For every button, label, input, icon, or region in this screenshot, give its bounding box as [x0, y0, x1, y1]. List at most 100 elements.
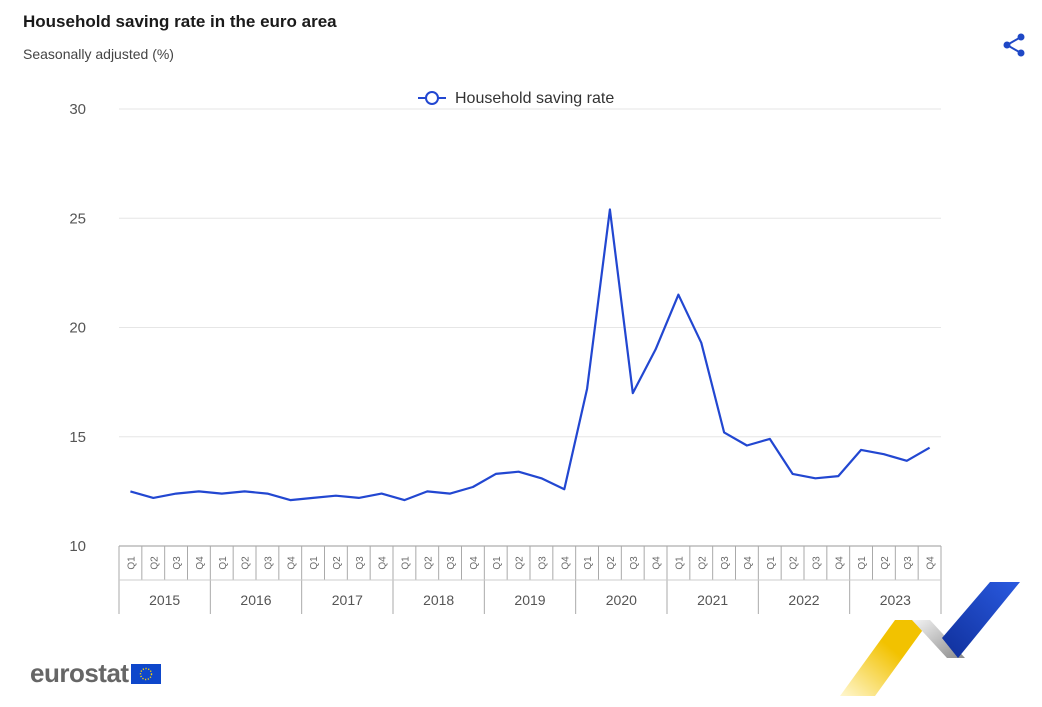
- data-point[interactable]: [672, 289, 684, 301]
- data-point[interactable]: [330, 490, 342, 502]
- decorative-ribbon-graphic: [830, 578, 1030, 707]
- series-layer: [124, 204, 936, 506]
- quarter-tick-label: Q3: [629, 556, 640, 570]
- data-point[interactable]: [695, 337, 707, 349]
- quarter-tick-label: Q1: [492, 556, 503, 570]
- quarter-tick-label: Q1: [674, 556, 685, 570]
- quarter-tick-label: Q4: [195, 556, 206, 570]
- y-tick-label: 10: [69, 538, 86, 555]
- quarter-tick-label: Q4: [560, 556, 571, 570]
- y-tick-label: 30: [69, 101, 86, 118]
- quarter-tick-label: Q3: [903, 556, 914, 570]
- data-point[interactable]: [650, 343, 662, 355]
- series-line[interactable]: [130, 208, 931, 502]
- year-tick-label: 2020: [606, 592, 637, 608]
- data-point[interactable]: [467, 481, 479, 493]
- data-point[interactable]: [718, 426, 730, 438]
- data-point[interactable]: [193, 485, 205, 497]
- data-point[interactable]: [398, 494, 410, 506]
- year-tick-label: 2023: [880, 592, 911, 608]
- quarter-tick-label: Q4: [286, 556, 297, 570]
- data-point[interactable]: [832, 470, 844, 482]
- quarter-tick-label: Q3: [537, 556, 548, 570]
- data-point[interactable]: [216, 488, 228, 500]
- quarter-tick-label: Q2: [423, 556, 434, 570]
- data-point[interactable]: [124, 485, 136, 497]
- data-point[interactable]: [353, 492, 365, 504]
- data-point[interactable]: [444, 488, 456, 500]
- quarter-tick-label: Q1: [400, 556, 411, 570]
- quarter-tick-label: Q1: [309, 556, 320, 570]
- quarter-tick-label: Q3: [720, 556, 731, 570]
- quarter-tick-label: Q1: [126, 556, 137, 570]
- data-point[interactable]: [581, 383, 593, 395]
- year-tick-label: 2017: [332, 592, 363, 608]
- data-point[interactable]: [764, 433, 776, 445]
- year-tick-label: 2018: [423, 592, 454, 608]
- legend-label[interactable]: Household saving rate: [455, 90, 614, 107]
- data-point[interactable]: [239, 485, 251, 497]
- quarter-tick-label: Q4: [743, 556, 754, 570]
- y-tick-label: 20: [69, 320, 86, 337]
- chart-title: Household saving rate in the euro area: [23, 12, 337, 31]
- quarter-tick-label: Q3: [355, 556, 366, 570]
- data-point[interactable]: [490, 468, 502, 480]
- logo-text: eurostat: [30, 658, 129, 688]
- quarter-tick-label: Q3: [446, 556, 457, 570]
- data-point[interactable]: [284, 494, 296, 506]
- year-tick-label: 2015: [149, 592, 180, 608]
- data-point[interactable]: [878, 448, 890, 460]
- quarter-tick-label: Q3: [263, 556, 274, 570]
- data-point[interactable]: [535, 472, 547, 484]
- x-axis: Q1 Q2 Q3 Q4 Q1 Q2 Q3 Q4 Q1 Q2 Q3 Q4 Q1 Q2 Q3 Q4 Q1 Q2 Q3 Q4…: [118, 545, 942, 614]
- quarter-tick-label: Q3: [811, 556, 822, 570]
- data-point[interactable]: [307, 492, 319, 504]
- year-tick-label: 2019: [514, 592, 545, 608]
- data-point[interactable]: [558, 483, 570, 495]
- quarter-tick-label: Q2: [606, 556, 617, 570]
- quarter-tick-label: Q1: [857, 556, 868, 570]
- data-point[interactable]: [809, 472, 821, 484]
- year-tick-label: 2022: [788, 592, 819, 608]
- eu-flag-icon: [130, 663, 161, 684]
- quarter-tick-label: Q2: [880, 556, 891, 570]
- data-point[interactable]: [741, 439, 753, 451]
- y-tick-label: 25: [69, 210, 86, 227]
- data-point[interactable]: [421, 485, 433, 497]
- quarter-tick-label: Q2: [515, 556, 526, 570]
- quarter-tick-label: Q2: [332, 556, 343, 570]
- legend-marker-circle: [425, 91, 439, 105]
- quarter-tick-label: Q1: [766, 556, 777, 570]
- data-point[interactable]: [901, 455, 913, 467]
- quarter-tick-label: Q4: [834, 556, 845, 570]
- quarter-tick-label: Q3: [172, 556, 183, 570]
- data-point[interactable]: [627, 387, 639, 399]
- quarter-tick-label: Q1: [218, 556, 229, 570]
- quarter-tick-label: Q4: [469, 556, 480, 570]
- year-tick-label: 2021: [697, 592, 728, 608]
- data-point[interactable]: [261, 488, 273, 500]
- share-icon[interactable]: [1000, 32, 1028, 58]
- quarter-tick-label: Q2: [149, 556, 160, 570]
- year-tick-label: 2016: [240, 592, 271, 608]
- quarter-tick-label: Q2: [789, 556, 800, 570]
- data-point[interactable]: [147, 492, 159, 504]
- data-point[interactable]: [513, 466, 525, 478]
- data-point[interactable]: [924, 442, 936, 454]
- data-point[interactable]: [855, 444, 867, 456]
- data-point[interactable]: [604, 204, 616, 216]
- y-axis-ticks: 10 15 20 25 30: [69, 101, 86, 555]
- quarter-tick-label: Q4: [652, 556, 663, 570]
- data-point[interactable]: [376, 488, 388, 500]
- quarter-tick-label: Q4: [926, 556, 937, 570]
- legend: Household saving rate: [418, 90, 614, 107]
- y-tick-label: 15: [69, 429, 86, 446]
- chart-subtitle: Seasonally adjusted (%): [23, 46, 174, 62]
- quarter-tick-label: Q2: [241, 556, 252, 570]
- data-point[interactable]: [787, 468, 799, 480]
- quarter-tick-label: Q1: [583, 556, 594, 570]
- quarter-tick-label: Q4: [378, 556, 389, 570]
- data-point[interactable]: [170, 488, 182, 500]
- eurostat-logo: eurostat: [30, 658, 161, 689]
